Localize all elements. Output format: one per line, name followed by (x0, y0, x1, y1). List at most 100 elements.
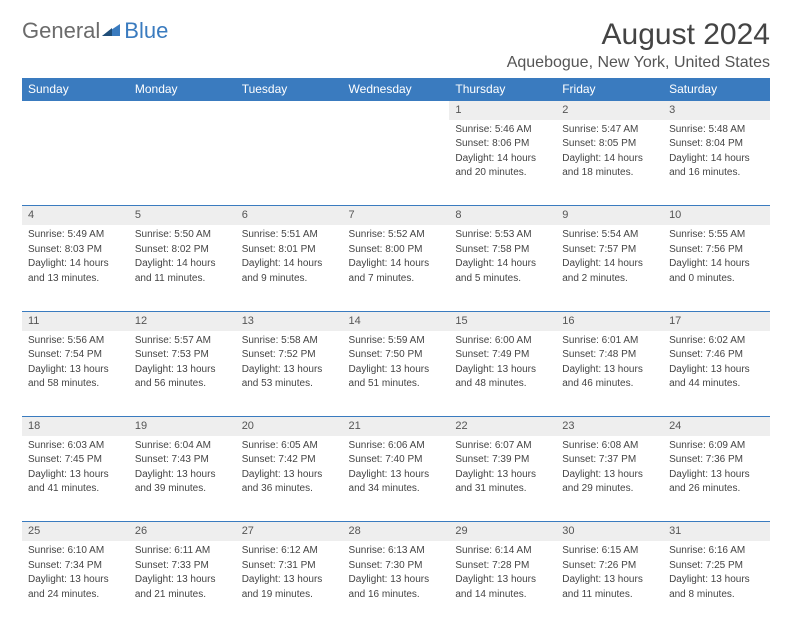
day-detail-row: Sunrise: 5:49 AMSunset: 8:03 PMDaylight:… (22, 225, 770, 311)
sunrise-text: Sunrise: 6:12 AM (242, 544, 337, 558)
daylight-text: Daylight: 13 hours (349, 573, 444, 587)
day-cell: Sunrise: 6:01 AMSunset: 7:48 PMDaylight:… (556, 331, 663, 417)
sunrise-text: Sunrise: 5:47 AM (562, 123, 657, 137)
sunset-text: Sunset: 7:48 PM (562, 348, 657, 362)
day-number-row: 45678910 (22, 206, 770, 225)
sunset-text: Sunset: 8:01 PM (242, 243, 337, 257)
daylight-text: Daylight: 13 hours (28, 468, 123, 482)
sunrise-text: Sunrise: 6:09 AM (669, 439, 764, 453)
sunset-text: Sunset: 7:56 PM (669, 243, 764, 257)
day-detail-row: Sunrise: 6:03 AMSunset: 7:45 PMDaylight:… (22, 436, 770, 522)
daylight-text: and 11 minutes. (135, 272, 230, 286)
sunrise-text: Sunrise: 6:00 AM (455, 334, 550, 348)
sunset-text: Sunset: 7:50 PM (349, 348, 444, 362)
day-cell: Sunrise: 6:11 AMSunset: 7:33 PMDaylight:… (129, 541, 236, 627)
day-number: 29 (449, 522, 556, 541)
daylight-text: Daylight: 13 hours (135, 573, 230, 587)
sunrise-text: Sunrise: 5:59 AM (349, 334, 444, 348)
sunset-text: Sunset: 7:45 PM (28, 453, 123, 467)
daylight-text: and 8 minutes. (669, 588, 764, 602)
day-cell: Sunrise: 6:12 AMSunset: 7:31 PMDaylight:… (236, 541, 343, 627)
daylight-text: Daylight: 13 hours (562, 573, 657, 587)
daylight-text: Daylight: 14 hours (135, 257, 230, 271)
day-number (236, 101, 343, 120)
day-cell: Sunrise: 5:47 AMSunset: 8:05 PMDaylight:… (556, 120, 663, 206)
daylight-text: and 13 minutes. (28, 272, 123, 286)
sunset-text: Sunset: 7:53 PM (135, 348, 230, 362)
day-number: 13 (236, 311, 343, 330)
sunrise-text: Sunrise: 5:53 AM (455, 228, 550, 242)
sunset-text: Sunset: 7:54 PM (28, 348, 123, 362)
daylight-text: Daylight: 13 hours (562, 363, 657, 377)
sunset-text: Sunset: 8:03 PM (28, 243, 123, 257)
sunset-text: Sunset: 7:40 PM (349, 453, 444, 467)
day-number: 18 (22, 417, 129, 436)
daylight-text: Daylight: 13 hours (349, 468, 444, 482)
sunrise-text: Sunrise: 6:10 AM (28, 544, 123, 558)
sunset-text: Sunset: 7:31 PM (242, 559, 337, 573)
sunrise-text: Sunrise: 6:14 AM (455, 544, 550, 558)
day-header: Sunday (22, 78, 129, 101)
daylight-text: Daylight: 14 hours (562, 257, 657, 271)
day-cell: Sunrise: 6:15 AMSunset: 7:26 PMDaylight:… (556, 541, 663, 627)
daylight-text: and 36 minutes. (242, 482, 337, 496)
day-cell: Sunrise: 5:52 AMSunset: 8:00 PMDaylight:… (343, 225, 450, 311)
day-cell (129, 120, 236, 206)
day-number: 5 (129, 206, 236, 225)
day-header: Tuesday (236, 78, 343, 101)
daylight-text: and 46 minutes. (562, 377, 657, 391)
daylight-text: and 20 minutes. (455, 166, 550, 180)
day-header: Saturday (663, 78, 770, 101)
daylight-text: and 11 minutes. (562, 588, 657, 602)
sunset-text: Sunset: 7:37 PM (562, 453, 657, 467)
daylight-text: Daylight: 13 hours (242, 468, 337, 482)
sunrise-text: Sunrise: 6:07 AM (455, 439, 550, 453)
day-number: 1 (449, 101, 556, 120)
sunrise-text: Sunrise: 6:13 AM (349, 544, 444, 558)
daylight-text: and 39 minutes. (135, 482, 230, 496)
daylight-text: Daylight: 14 hours (28, 257, 123, 271)
sunrise-text: Sunrise: 6:16 AM (669, 544, 764, 558)
day-number: 25 (22, 522, 129, 541)
daylight-text: Daylight: 14 hours (455, 152, 550, 166)
day-cell: Sunrise: 6:10 AMSunset: 7:34 PMDaylight:… (22, 541, 129, 627)
sunrise-text: Sunrise: 5:52 AM (349, 228, 444, 242)
day-number-row: 11121314151617 (22, 311, 770, 330)
daylight-text: Daylight: 13 hours (135, 468, 230, 482)
daylight-text: and 51 minutes. (349, 377, 444, 391)
day-cell: Sunrise: 5:54 AMSunset: 7:57 PMDaylight:… (556, 225, 663, 311)
day-header: Thursday (449, 78, 556, 101)
day-detail-row: Sunrise: 6:10 AMSunset: 7:34 PMDaylight:… (22, 541, 770, 627)
day-cell: Sunrise: 6:07 AMSunset: 7:39 PMDaylight:… (449, 436, 556, 522)
day-number: 20 (236, 417, 343, 436)
sunset-text: Sunset: 7:52 PM (242, 348, 337, 362)
day-cell: Sunrise: 5:51 AMSunset: 8:01 PMDaylight:… (236, 225, 343, 311)
day-number (22, 101, 129, 120)
day-number (343, 101, 450, 120)
day-number: 10 (663, 206, 770, 225)
day-cell: Sunrise: 6:13 AMSunset: 7:30 PMDaylight:… (343, 541, 450, 627)
day-cell: Sunrise: 5:46 AMSunset: 8:06 PMDaylight:… (449, 120, 556, 206)
daylight-text: Daylight: 14 hours (669, 152, 764, 166)
sunset-text: Sunset: 7:39 PM (455, 453, 550, 467)
day-cell: Sunrise: 6:06 AMSunset: 7:40 PMDaylight:… (343, 436, 450, 522)
day-number: 7 (343, 206, 450, 225)
daylight-text: Daylight: 14 hours (349, 257, 444, 271)
day-cell: Sunrise: 5:48 AMSunset: 8:04 PMDaylight:… (663, 120, 770, 206)
daylight-text: and 16 minutes. (349, 588, 444, 602)
sunset-text: Sunset: 8:00 PM (349, 243, 444, 257)
day-cell: Sunrise: 5:57 AMSunset: 7:53 PMDaylight:… (129, 331, 236, 417)
daylight-text: and 41 minutes. (28, 482, 123, 496)
sunset-text: Sunset: 7:25 PM (669, 559, 764, 573)
day-cell: Sunrise: 5:55 AMSunset: 7:56 PMDaylight:… (663, 225, 770, 311)
daylight-text: and 16 minutes. (669, 166, 764, 180)
day-cell: Sunrise: 6:09 AMSunset: 7:36 PMDaylight:… (663, 436, 770, 522)
daylight-text: Daylight: 13 hours (562, 468, 657, 482)
day-number: 30 (556, 522, 663, 541)
day-number: 8 (449, 206, 556, 225)
daylight-text: Daylight: 13 hours (669, 573, 764, 587)
day-number: 9 (556, 206, 663, 225)
month-title: August 2024 (507, 18, 770, 52)
day-number (129, 101, 236, 120)
sunset-text: Sunset: 7:49 PM (455, 348, 550, 362)
